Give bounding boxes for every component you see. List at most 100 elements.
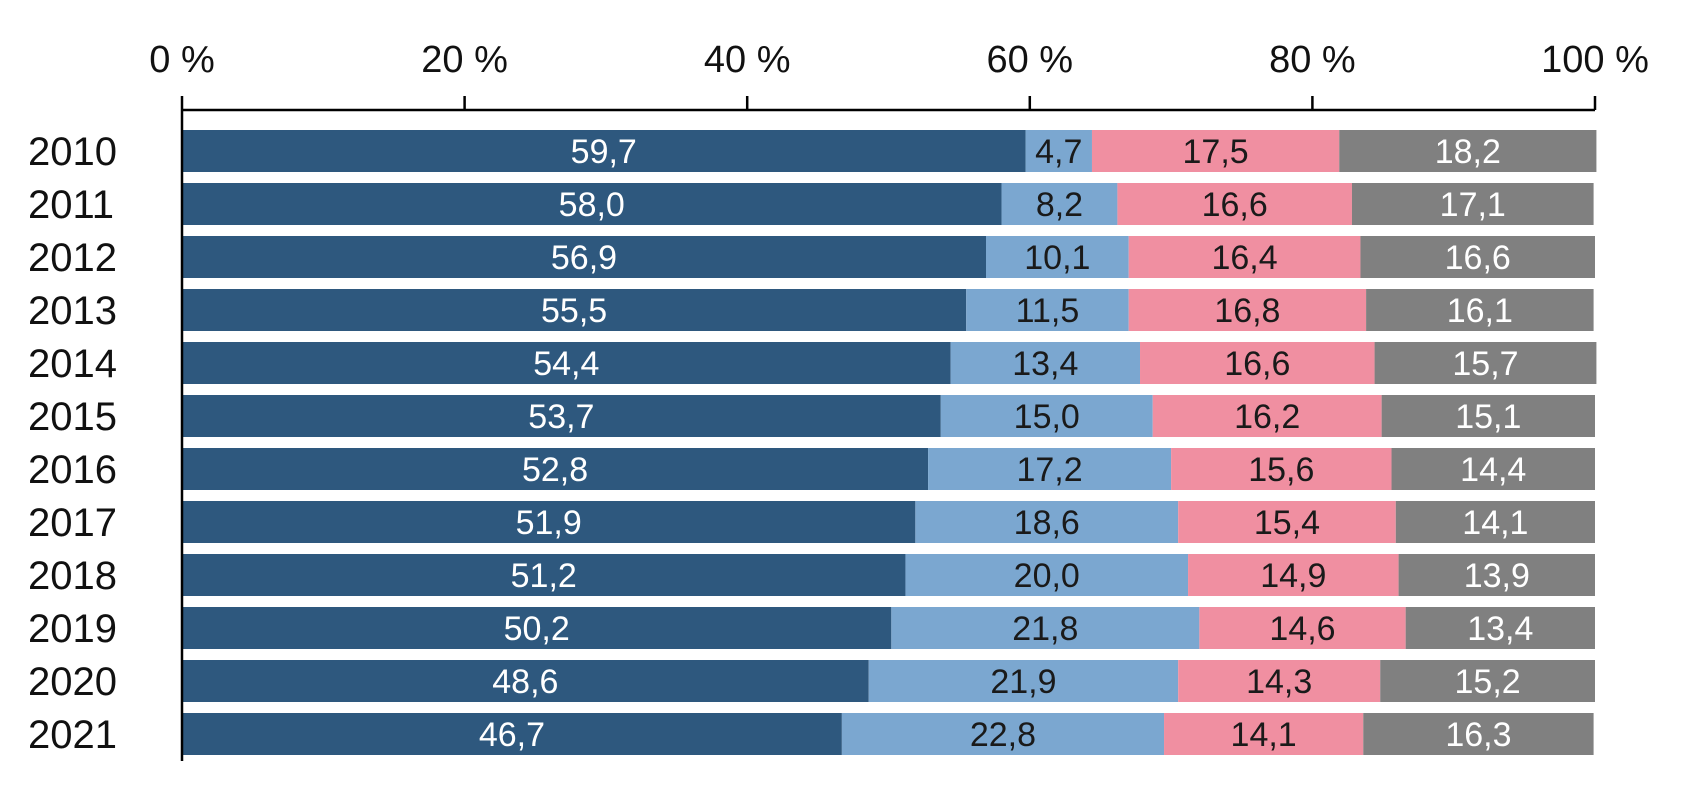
data-label: 16,8: [1214, 292, 1280, 330]
data-label: 15,2: [1455, 663, 1521, 701]
category-label: 2019: [28, 607, 117, 651]
data-label: 16,1: [1447, 292, 1513, 330]
data-label: 48,6: [492, 663, 558, 701]
data-label: 51,2: [511, 557, 577, 595]
bar-segment: [1178, 660, 1381, 702]
data-label: 13,4: [1012, 345, 1078, 383]
bar-segment: [1091, 130, 1340, 172]
data-label: 51,9: [516, 504, 582, 542]
bar-segment: [1001, 183, 1118, 225]
bar-segment: [182, 501, 916, 543]
data-label: 11,5: [1016, 292, 1080, 330]
x-tick-label: 60 %: [986, 39, 1073, 81]
category-label: 2016: [28, 448, 117, 492]
x-tick-label: 40 %: [704, 39, 791, 81]
bar-segment: [841, 713, 1165, 755]
bar-segment: [1171, 448, 1392, 490]
data-label: 16,6: [1202, 186, 1268, 224]
bar-segment: [1140, 342, 1375, 384]
data-label: 52,8: [522, 451, 588, 489]
category-label: 2018: [28, 554, 117, 598]
bar-segment: [1395, 501, 1595, 543]
bar-segment: [905, 554, 1189, 596]
category-label: 2013: [28, 289, 117, 333]
bar-segment: [1025, 130, 1092, 172]
category-axis: 2010 2011 2012 2013 2014 2015 2016 2017 2018 2019…: [28, 130, 117, 757]
data-label: 10,1: [1024, 239, 1090, 277]
data-label: 16,2: [1234, 398, 1300, 436]
data-label: 14,4: [1460, 451, 1526, 489]
bar-segment: [182, 554, 906, 596]
category-label: 2010: [28, 130, 117, 174]
data-label: 46,7: [479, 716, 545, 754]
bar-segment: [868, 660, 1179, 702]
bar-segment: [1363, 713, 1594, 755]
data-label: 4,7: [1035, 133, 1082, 171]
bar-segment: [1398, 554, 1595, 596]
bar-segment: [1128, 289, 1367, 331]
data-label: 50,2: [504, 610, 570, 648]
data-label: 17,2: [1016, 451, 1082, 489]
data-label: 16,3: [1445, 716, 1511, 754]
bar-segment: [182, 448, 929, 490]
x-axis: 0 % 20 % 40 % 60 % 80 % 100 %: [149, 39, 1649, 761]
bar-segment: [1188, 554, 1399, 596]
bar-segment: [182, 183, 1002, 225]
x-tick-label: 20 %: [421, 39, 508, 81]
bar-segment: [1128, 236, 1361, 278]
data-label: 20,0: [1014, 557, 1080, 595]
x-tick-label: 80 %: [1269, 39, 1356, 81]
data-label: 14,9: [1260, 557, 1326, 595]
category-label: 2014: [28, 342, 117, 386]
bar-segment: [1164, 713, 1364, 755]
category-label: 2020: [28, 660, 117, 704]
bar-segment: [1391, 448, 1595, 490]
data-label: 15,6: [1248, 451, 1314, 489]
bar-segment: [1360, 236, 1595, 278]
bar-segment: [928, 448, 1172, 490]
category-label: 2015: [28, 395, 117, 439]
bar-segment: [1178, 501, 1396, 543]
bar-segment: [891, 607, 1200, 649]
data-label: 14,3: [1246, 663, 1312, 701]
data-label: 59,7: [571, 133, 637, 171]
data-label: 13,9: [1464, 557, 1530, 595]
data-label: 16,6: [1445, 239, 1511, 277]
data-label: 14,1: [1462, 504, 1528, 542]
bar-segment: [1351, 183, 1594, 225]
bar-segment: [1199, 607, 1406, 649]
bar-segment: [1117, 183, 1352, 225]
data-label: 14,1: [1231, 716, 1297, 754]
data-label: 15,7: [1452, 345, 1518, 383]
bar-segment: [182, 236, 986, 278]
bar-segment: [1380, 660, 1595, 702]
data-label: 16,4: [1211, 239, 1277, 277]
bar-segment: [1339, 130, 1597, 172]
data-label: 21,9: [990, 663, 1056, 701]
bar-segment: [182, 342, 951, 384]
bar-segment: [182, 660, 869, 702]
bar-segment: [182, 607, 892, 649]
data-label: 22,8: [970, 716, 1036, 754]
bar-segment: [1152, 395, 1382, 437]
bar-segment: [940, 395, 1153, 437]
data-label: 15,4: [1254, 504, 1320, 542]
bar-segment: [915, 501, 1179, 543]
bar-segment: [182, 130, 1026, 172]
data-label: 55,5: [541, 292, 607, 330]
category-label: 2011: [28, 183, 114, 227]
bar-segment: [985, 236, 1129, 278]
data-label: 8,2: [1036, 186, 1083, 224]
bar-segment: [182, 289, 967, 331]
data-label: 16,6: [1224, 345, 1290, 383]
bar-segment: [1405, 607, 1595, 649]
x-tick-label: 100 %: [1541, 39, 1649, 81]
data-label: 13,4: [1467, 610, 1533, 648]
bar-segment: [182, 713, 842, 755]
data-label: 18,2: [1435, 133, 1501, 171]
data-label: 17,1: [1440, 186, 1506, 224]
data-label: 21,8: [1012, 610, 1078, 648]
data-label: 58,0: [559, 186, 625, 224]
bar-segment: [1374, 342, 1597, 384]
